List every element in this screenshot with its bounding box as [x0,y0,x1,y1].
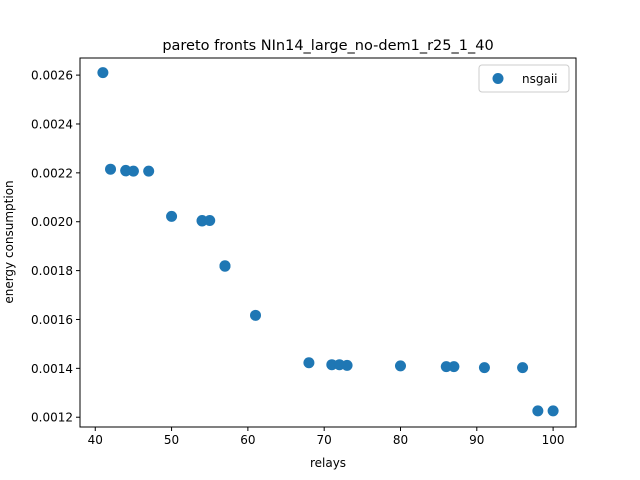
y-tick-label: 0.0024 [31,117,73,131]
data-point [97,67,109,79]
x-tick-label: 100 [542,433,565,447]
data-point [219,260,231,272]
legend-label-nsgaii: nsgaii [522,72,558,86]
x-tick-label: 80 [393,433,408,447]
data-point [341,359,353,371]
y-tick-label: 0.0020 [31,215,73,229]
x-axis-label: relays [310,456,346,470]
data-point [303,357,315,369]
y-axis: 0.0012 0.0014 0.0016 0.0018 0.0020 0.0022 0.00… [31,69,80,425]
data-point [394,360,406,372]
x-axis: 40 50 60 70 80 90 100 [88,427,565,447]
data-point [105,163,117,175]
data-point [478,362,490,374]
legend-box [478,64,570,93]
legend-marker-nsgaii [492,73,504,84]
data-point [166,210,178,222]
data-point [143,165,155,177]
data-point [517,362,529,374]
data-point [326,359,338,371]
data-point [448,361,460,373]
x-tick-label: 60 [240,433,255,447]
x-tick-label: 90 [469,433,484,447]
data-point [127,165,139,177]
plot-area [97,67,559,417]
y-tick-label: 0.0026 [31,69,73,83]
y-tick-label: 0.0018 [31,264,73,278]
data-point [250,309,262,321]
data-point [532,405,544,417]
x-tick-label: 50 [164,433,179,447]
x-tick-label: 70 [317,433,332,447]
legend: nsgaii [478,64,570,93]
y-tick-label: 0.0022 [31,166,73,180]
data-point [547,405,559,417]
axes-frame [79,57,577,428]
y-axis-label: energy consumption [2,180,16,303]
chart-title: pareto fronts NIn14_large_no-dem1_r25_1_… [162,38,493,54]
y-tick-label: 0.0016 [31,313,73,327]
data-point [204,215,216,227]
y-tick-label: 0.0014 [31,362,73,376]
x-tick-label: 40 [88,433,103,447]
data-point [440,361,452,373]
y-tick-label: 0.0012 [31,411,73,425]
